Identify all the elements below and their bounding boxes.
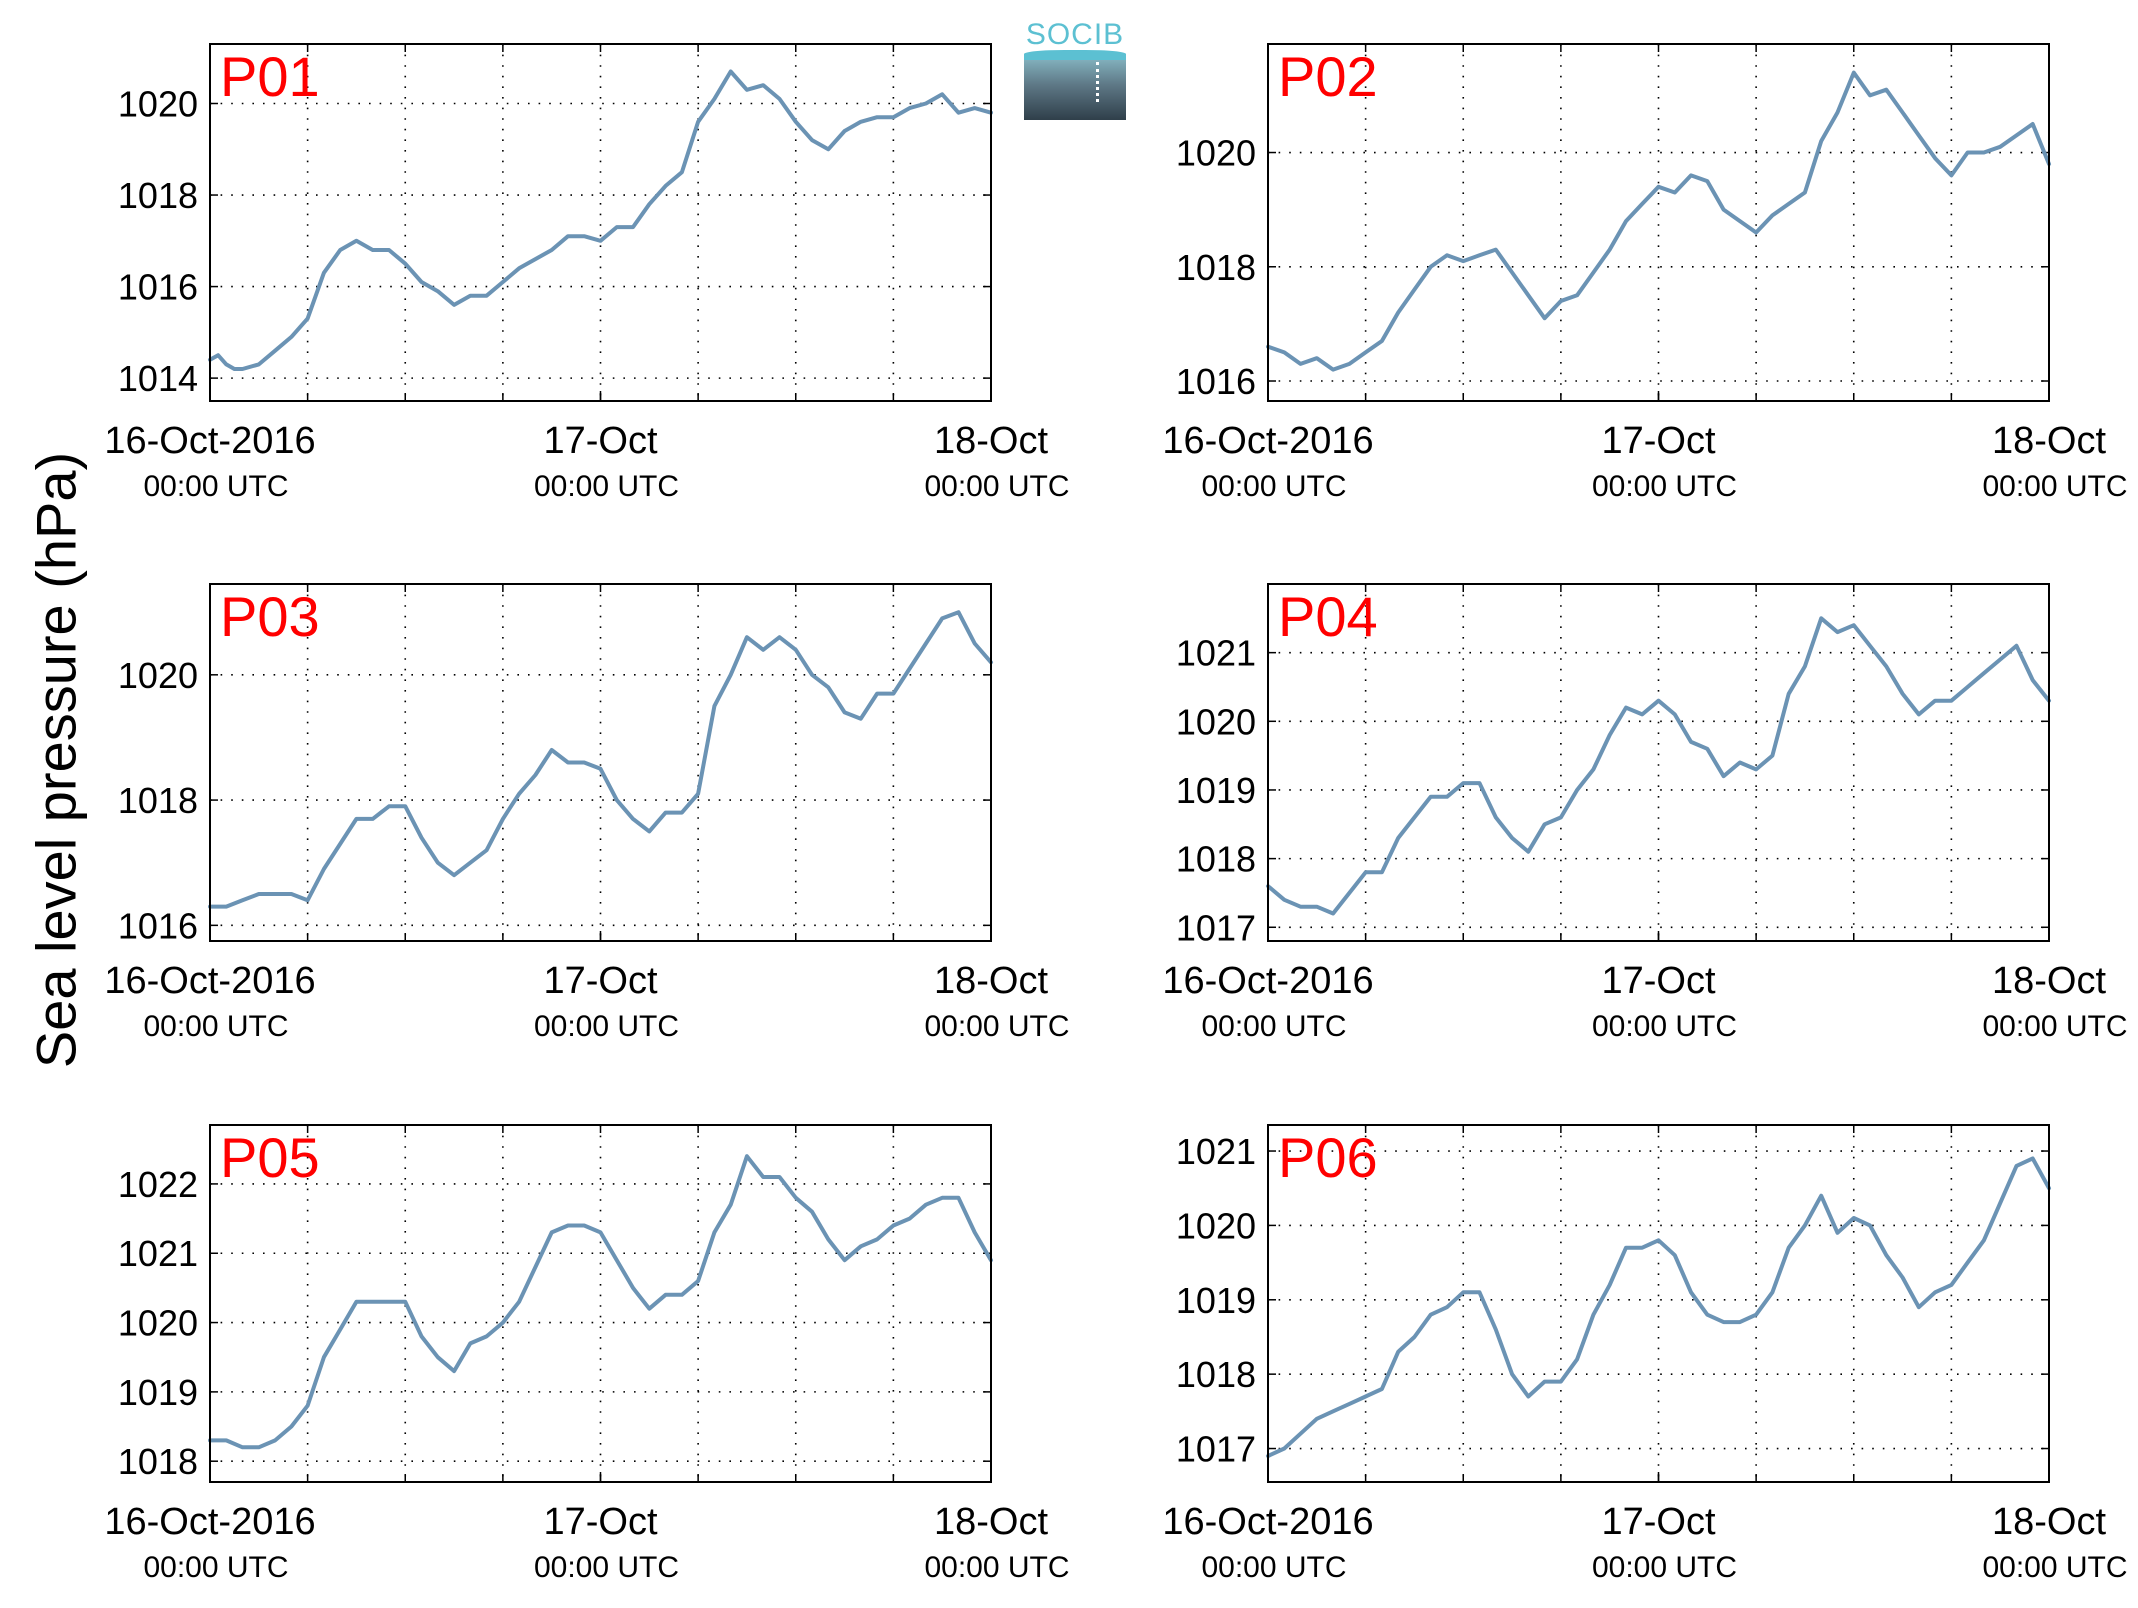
- x-tick-sublabel: 00:00 UTC: [143, 1551, 288, 1584]
- x-tick-label: 18-Oct: [1992, 1501, 2106, 1543]
- logo-dotted-line-icon: [1096, 62, 1099, 102]
- y-tick-label: 1021: [118, 1233, 198, 1274]
- x-tick-sublabel: 00:00 UTC: [1201, 470, 1346, 503]
- series-line-p03: [208, 610, 993, 909]
- x-tick-sublabel: 00:00 UTC: [924, 1010, 1069, 1043]
- series-line-p01: [208, 69, 993, 371]
- x-tick-sublabel: 00:00 UTC: [1592, 1010, 1737, 1043]
- y-tick-label: 1020: [118, 655, 198, 696]
- y-tick-label: 1018: [1176, 1354, 1256, 1395]
- x-tick-sublabel: 00:00 UTC: [143, 470, 288, 503]
- x-tick-label: 18-Oct: [1992, 960, 2106, 1002]
- y-tick-label: 1020: [1176, 1205, 1256, 1246]
- y-tick-label: 1022: [118, 1164, 198, 1205]
- panel-p01: 1014 1016 1018 1020 16-Oct-2016 00:00 UTC 17-O…: [104, 43, 1070, 503]
- y-tick-label: 1018: [1176, 247, 1256, 288]
- x-tick-sublabel: 00:00 UTC: [1201, 1551, 1346, 1584]
- logo-gradient-icon: [1024, 56, 1126, 120]
- y-tick-label: 1021: [1176, 1131, 1256, 1172]
- x-tick-label: 17-Oct: [543, 960, 657, 1002]
- panel-label: P01: [220, 45, 320, 108]
- x-tick-sublabel: 00:00 UTC: [1982, 1551, 2127, 1584]
- y-tick-label: 1016: [1176, 361, 1256, 402]
- x-tick-label: 17-Oct: [1601, 420, 1715, 462]
- y-tick-label: 1018: [1176, 839, 1256, 880]
- y-tick-label: 1016: [118, 267, 198, 308]
- y-tick-label: 1019: [1176, 770, 1256, 811]
- x-tick-label: 18-Oct: [1992, 420, 2106, 462]
- y-tick-label: 1020: [1176, 133, 1256, 174]
- x-tick-sublabel: 00:00 UTC: [1201, 1010, 1346, 1043]
- x-tick-sublabel: 00:00 UTC: [1592, 470, 1737, 503]
- x-tick-label: 17-Oct: [543, 1501, 657, 1543]
- panel-label: P02: [1278, 45, 1378, 108]
- x-tick-sublabel: 00:00 UTC: [924, 1551, 1069, 1584]
- y-tick-label: 1017: [1176, 1429, 1256, 1470]
- x-tick-label: 18-Oct: [934, 960, 1048, 1002]
- panel-label: P03: [220, 585, 320, 648]
- x-tick-label: 16-Oct-2016: [1162, 1501, 1373, 1543]
- panel-label: P06: [1278, 1126, 1378, 1189]
- panel-p04: 1017 1018 1019 1020 1021 16-Oct-2016 00:00 UTC…: [1162, 583, 2128, 1043]
- y-tick-label: 1020: [118, 84, 198, 125]
- logo-text: SOCIB: [1025, 18, 1125, 51]
- series-line-p02: [1266, 70, 2051, 372]
- y-tick-label: 1018: [118, 175, 198, 216]
- x-tick-label: 17-Oct: [1601, 960, 1715, 1002]
- series-line-p05: [208, 1154, 993, 1450]
- y-tick-label: 1019: [118, 1372, 198, 1413]
- y-tick-label: 1016: [118, 905, 198, 946]
- x-tick-label: 16-Oct-2016: [1162, 960, 1373, 1002]
- y-tick-label: 1017: [1176, 907, 1256, 948]
- x-tick-sublabel: 00:00 UTC: [143, 1010, 288, 1043]
- panel-p06: 1017 1018 1019 1020 1021 16-Oct-2016 00:00 UTC…: [1162, 1124, 2128, 1584]
- x-tick-sublabel: 00:00 UTC: [924, 470, 1069, 503]
- x-tick-sublabel: 00:00 UTC: [534, 1551, 679, 1584]
- y-tick-label: 1018: [118, 1441, 198, 1482]
- x-tick-label: 16-Oct-2016: [104, 1501, 315, 1543]
- panel-p05: 1018 1019 1020 1021 1022 16-Oct-2016 00:00 UTC…: [104, 1124, 1070, 1584]
- panel-label: P04: [1278, 585, 1378, 648]
- series-line-p06: [1266, 1156, 2051, 1458]
- x-tick-label: 16-Oct-2016: [1162, 420, 1373, 462]
- x-tick-sublabel: 00:00 UTC: [534, 1010, 679, 1043]
- x-tick-label: 16-Oct-2016: [104, 960, 315, 1002]
- x-tick-sublabel: 00:00 UTC: [1592, 1551, 1737, 1584]
- y-tick-label: 1021: [1176, 633, 1256, 674]
- socib-logo: SOCIB: [1024, 18, 1126, 120]
- x-tick-sublabel: 00:00 UTC: [1982, 1010, 2127, 1043]
- x-tick-label: 17-Oct: [1601, 1501, 1715, 1543]
- panel-label: P05: [220, 1126, 320, 1189]
- panel-p02: 1016 1018 1020 16-Oct-2016 00:00 UTC 17-Oct 00…: [1162, 43, 2128, 503]
- y-tick-label: 1020: [1176, 701, 1256, 742]
- x-tick-label: 18-Oct: [934, 1501, 1048, 1543]
- y-axis-label: Sea level pressure (hPa): [24, 451, 88, 1069]
- y-tick-label: 1014: [118, 358, 198, 399]
- series-line-p04: [1266, 616, 2051, 916]
- y-tick-label: 1019: [1176, 1280, 1256, 1321]
- x-tick-label: 17-Oct: [543, 420, 657, 462]
- y-tick-label: 1020: [118, 1303, 198, 1344]
- y-tick-label: 1018: [118, 780, 198, 821]
- x-tick-label: 18-Oct: [934, 420, 1048, 462]
- panel-p03: 1016 1018 1020 16-Oct-2016 00:00 UTC 17-Oct 00…: [104, 583, 1070, 1043]
- x-tick-label: 16-Oct-2016: [104, 420, 315, 462]
- x-tick-sublabel: 00:00 UTC: [1982, 470, 2127, 503]
- logo-wave-icon: [1024, 50, 1126, 60]
- x-tick-sublabel: 00:00 UTC: [534, 470, 679, 503]
